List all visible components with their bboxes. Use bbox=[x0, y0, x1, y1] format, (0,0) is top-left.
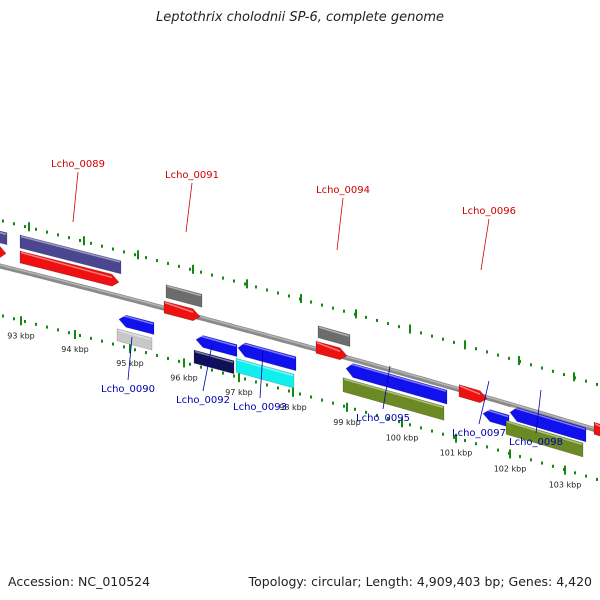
gene-label-lcho-0091-leader bbox=[185, 182, 193, 233]
gene-label-lcho-0090-leader bbox=[127, 336, 133, 381]
feature-purple[interactable] bbox=[19, 234, 122, 275]
scale-label: 100 kbp bbox=[386, 433, 419, 442]
cds-reverse-0090[interactable] bbox=[118, 314, 155, 335]
feature-gray-0094-sheen bbox=[318, 326, 350, 337]
feature-cyan-0093-sheen bbox=[236, 359, 294, 377]
feature-olive-0098-sheen bbox=[506, 421, 583, 445]
lower-tick-row bbox=[2, 314, 598, 481]
cds-reverse-0098[interactable] bbox=[509, 407, 587, 443]
feature-navy-0092-sheen bbox=[194, 350, 234, 363]
cds-forward-right-sheen bbox=[594, 423, 600, 428]
scale-label: 102 kbp bbox=[494, 464, 527, 473]
cds-reverse-0098-sheen bbox=[510, 406, 586, 430]
cds-forward-0096[interactable] bbox=[458, 384, 488, 404]
gene-label-lcho-0098-leader bbox=[535, 389, 542, 434]
feature-navy-0092[interactable] bbox=[193, 349, 235, 375]
cds-reverse-0095[interactable] bbox=[345, 363, 448, 405]
scale-label: 95 kbp bbox=[116, 359, 144, 368]
feature-purple-left[interactable] bbox=[0, 229, 8, 246]
gene-label-lcho-0092-leader bbox=[202, 344, 213, 392]
feature-purple-left-sheen bbox=[0, 231, 7, 235]
scale-label: 103 kbp bbox=[549, 481, 582, 490]
cds-forward-0094-sheen bbox=[316, 341, 341, 352]
feature-gray-0091-sheen bbox=[166, 285, 202, 297]
cds-forward-right[interactable] bbox=[593, 421, 600, 438]
cds-forward-0091[interactable] bbox=[163, 300, 201, 322]
cds-forward-0096-sheen bbox=[459, 385, 481, 395]
gene-label-lcho-0096-leader bbox=[480, 218, 490, 271]
cds-reverse-0097-sheen bbox=[483, 408, 509, 418]
gene-label-lcho-0092[interactable]: Lcho_0092 bbox=[176, 395, 230, 406]
feature-lightgray-0090-sheen bbox=[117, 329, 152, 341]
gene-label-lcho-0094[interactable]: Lcho_0094 bbox=[316, 185, 370, 196]
feature-olive-0095-sheen bbox=[343, 378, 444, 409]
gene-label-lcho-0089[interactable]: Lcho_0089 bbox=[51, 159, 105, 170]
feature-olive-0098[interactable] bbox=[505, 419, 584, 458]
map-title: Leptothrix cholodnii SP-6, complete geno… bbox=[156, 10, 444, 25]
cds-reverse-0090-sheen bbox=[119, 314, 154, 325]
genome-backbone bbox=[0, 263, 600, 434]
gene-label-lcho-0094-leader bbox=[336, 197, 344, 251]
cds-forward-left[interactable] bbox=[0, 244, 7, 258]
cds-reverse-0095-sheen bbox=[346, 362, 447, 392]
genome-summary-text: Topology: circular; Length: 4,909,403 bp… bbox=[248, 574, 592, 589]
scale-label: 93 kbp bbox=[7, 331, 35, 340]
gene-label-lcho-0093-leader bbox=[259, 350, 264, 399]
gene-label-lcho-0089-leader bbox=[72, 171, 79, 223]
cds-forward-0094[interactable] bbox=[315, 340, 348, 361]
scale-label: 99 kbp bbox=[333, 418, 361, 427]
cds-forward-0091-sheen bbox=[164, 301, 194, 313]
genome-backbone-highlight bbox=[0, 264, 600, 431]
cds-reverse-0092[interactable] bbox=[195, 335, 238, 357]
cds-reverse-0093[interactable] bbox=[237, 342, 297, 372]
scale-label: 97 kbp bbox=[225, 388, 253, 397]
cds-forward-0089-sheen bbox=[20, 251, 113, 279]
gene-label-lcho-0096[interactable]: Lcho_0096 bbox=[462, 206, 516, 217]
gene-label-lcho-0091[interactable]: Lcho_0091 bbox=[165, 170, 219, 181]
gene-label-lcho-0095[interactable]: Lcho_0095 bbox=[356, 413, 410, 424]
cds-forward-0089[interactable] bbox=[19, 250, 120, 287]
cds-reverse-0097[interactable] bbox=[482, 409, 510, 428]
gene-label-lcho-0097-leader bbox=[478, 380, 490, 425]
scale-label: 101 kbp bbox=[440, 449, 473, 458]
scale-label: 96 kbp bbox=[170, 373, 198, 382]
scale-label: 98 kbp bbox=[279, 403, 307, 412]
gene-label-lcho-0090[interactable]: Lcho_0090 bbox=[101, 384, 155, 395]
gene-label-lcho-0095-leader bbox=[382, 365, 391, 410]
cds-reverse-0093-sheen bbox=[238, 341, 296, 359]
feature-gray-0094[interactable] bbox=[317, 325, 351, 347]
feature-purple-sheen bbox=[20, 235, 121, 263]
gene-label-lcho-0093[interactable]: Lcho_0093 bbox=[233, 402, 287, 413]
gene-label-lcho-0097[interactable]: Lcho_0097 bbox=[452, 428, 506, 439]
cds-reverse-0092-sheen bbox=[196, 334, 237, 347]
feature-lightgray-0090[interactable] bbox=[116, 328, 153, 351]
gene-label-lcho-0098[interactable]: Lcho_0098 bbox=[509, 437, 563, 448]
scale-label: 94 kbp bbox=[61, 345, 89, 354]
accession-text: Accession: NC_010524 bbox=[8, 574, 151, 589]
feature-olive-0095[interactable] bbox=[342, 377, 445, 421]
feature-gray-0091[interactable] bbox=[165, 284, 203, 308]
